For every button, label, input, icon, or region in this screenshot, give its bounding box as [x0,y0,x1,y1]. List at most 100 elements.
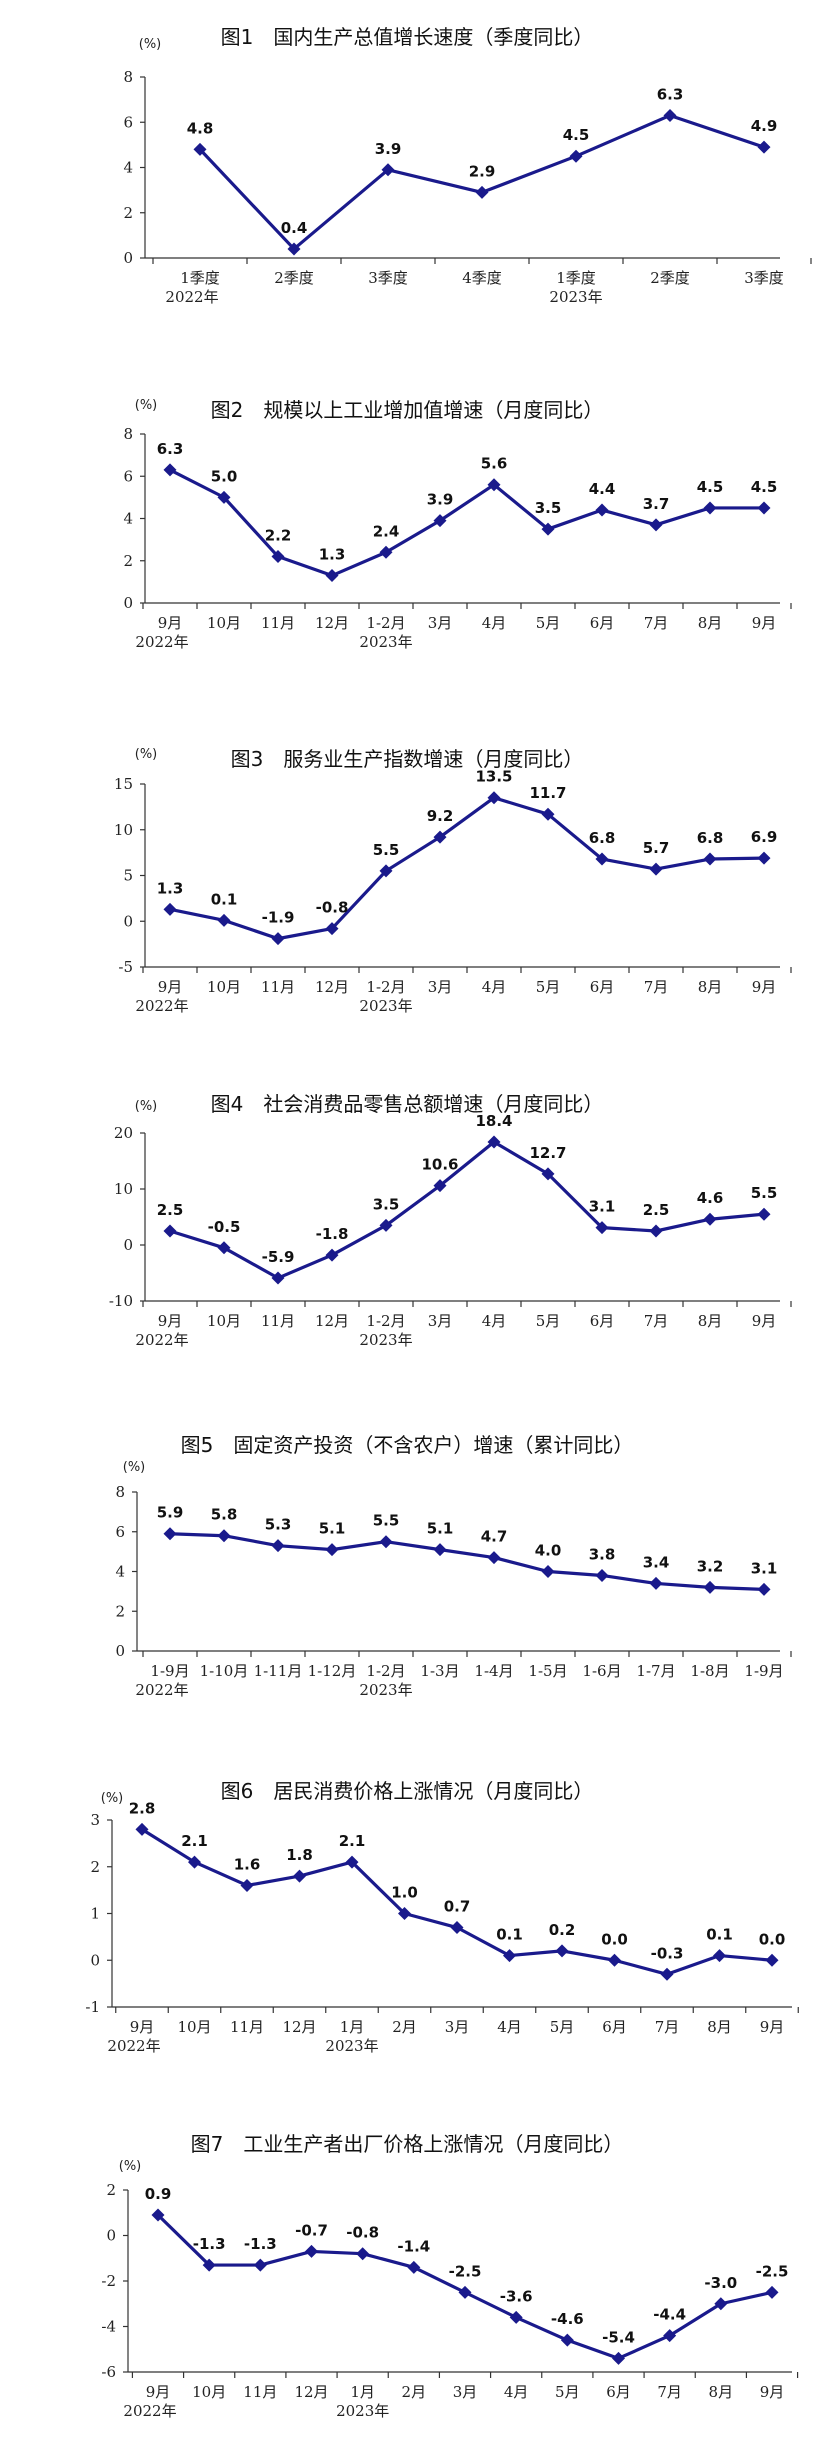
x-tick-label: 12月 [282,2018,316,2036]
x-tick-label: 9月 [752,1312,777,1330]
x-tick-label: 11月 [243,2383,277,2401]
chart-title: 图7 工业生产者出厂价格上涨情况（月度同比） [191,2132,624,2156]
data-point [407,2260,421,2274]
data-point [305,2244,318,2258]
y-tick-label: 0 [123,594,133,612]
data-label: 3.9 [427,491,454,509]
data-label: 0.7 [444,1898,471,1916]
data-label: -0.3 [651,1944,684,1962]
data-label: -0.5 [208,1218,241,1236]
data-point [663,108,677,122]
data-label: 5.7 [643,839,670,857]
y-tick-label: 2 [115,1602,125,1620]
y-tick-label: -10 [109,1292,133,1310]
y-tick-label: 6 [123,467,133,485]
year-label: 2023年 [359,1681,412,1699]
y-tick-label: 3 [90,1811,100,1829]
x-tick-label: 11月 [230,2018,264,2036]
y-tick-label: 2 [123,204,133,222]
y-tick-label: 5 [123,867,133,885]
data-point [458,2285,472,2299]
data-label: 0.1 [496,1926,523,1944]
data-label: 6.3 [657,85,684,103]
data-point [765,1953,779,1967]
data-label: 5.1 [319,1520,346,1538]
y-tick-label: 15 [114,775,133,793]
year-label: 2023年 [359,633,412,651]
data-label: -1.9 [262,909,295,927]
x-tick-label: 1-2月 [366,978,405,996]
x-tick-label: 2月 [402,2383,427,2401]
data-point [293,1869,306,1883]
x-tick-label: 4月 [482,1312,507,1330]
data-label: 4.5 [563,126,590,144]
data-point [503,1949,516,1963]
data-label: 3.5 [535,499,562,517]
data-point [379,1535,393,1549]
x-tick-label: 3月 [428,978,453,996]
x-tick-label: 12月 [315,1312,349,1330]
x-tick-label: 10月 [207,614,241,632]
data-label: -4.4 [653,2306,686,2324]
data-point [555,1944,569,1958]
x-tick-label: 9月 [752,978,777,996]
data-label: 4.5 [751,478,778,496]
data-point [541,1565,555,1578]
data-point [433,1179,447,1193]
data-point [509,2310,523,2324]
data-label: 2.1 [181,1832,208,1850]
y-unit-label: (%) [135,1099,158,1114]
y-tick-label: 8 [115,1483,125,1501]
year-label: 2022年 [135,1681,188,1699]
x-tick-label: 8月 [707,2018,732,2036]
data-label: 5.9 [157,1504,184,1522]
y-tick-label: 2 [90,1858,100,1876]
x-tick-label: 10月 [177,2018,211,2036]
data-point [163,1527,177,1541]
data-label: 3.5 [373,1195,400,1213]
x-tick-label: 1月 [350,2383,375,2401]
data-label: -4.6 [551,2310,584,2328]
x-tick-label: 1-9月 [744,1662,783,1680]
data-point [217,913,231,927]
data-label: 5.6 [481,455,508,473]
data-label: 2.2 [265,527,292,545]
data-label: -1.8 [316,1225,349,1243]
data-point [703,1212,717,1226]
y-tick-label: 1 [90,1905,100,1923]
data-label: 3.1 [751,1559,778,1577]
x-tick-label: 8月 [709,2383,734,2401]
x-tick-label: 3季度 [744,269,784,287]
data-point [163,1224,177,1238]
x-tick-label: 4月 [482,978,507,996]
data-label: 1.3 [319,546,346,564]
data-label: 12.7 [529,1144,566,1162]
year-label: 2023年 [336,2402,389,2420]
data-point [757,1207,771,1221]
data-label: 2.4 [373,522,400,540]
data-point [649,862,663,876]
x-tick-label: 1-7月 [636,1662,675,1680]
data-point [541,807,555,821]
x-tick-label: 1-2月 [366,1312,405,1330]
data-point [475,185,489,199]
y-tick-label: 10 [114,1180,133,1198]
y-tick-label: 0 [106,2227,116,2245]
data-point [163,463,177,477]
data-point [325,1543,339,1557]
data-point [217,490,231,504]
y-tick-label: 4 [123,510,133,528]
data-point [253,2258,267,2272]
y-tick-label: 0 [123,912,133,930]
data-label: 11.7 [529,784,566,802]
data-label: 3.7 [643,495,670,513]
y-tick-label: -6 [101,2363,116,2381]
data-point [703,852,717,866]
data-label: -1.3 [244,2235,277,2253]
data-point [217,1529,231,1543]
y-tick-label: -1 [85,1998,100,2016]
x-tick-label: 9月 [146,2383,171,2401]
data-label: -3.0 [704,2274,737,2292]
data-point [569,149,583,163]
data-label: -3.6 [500,2287,533,2305]
